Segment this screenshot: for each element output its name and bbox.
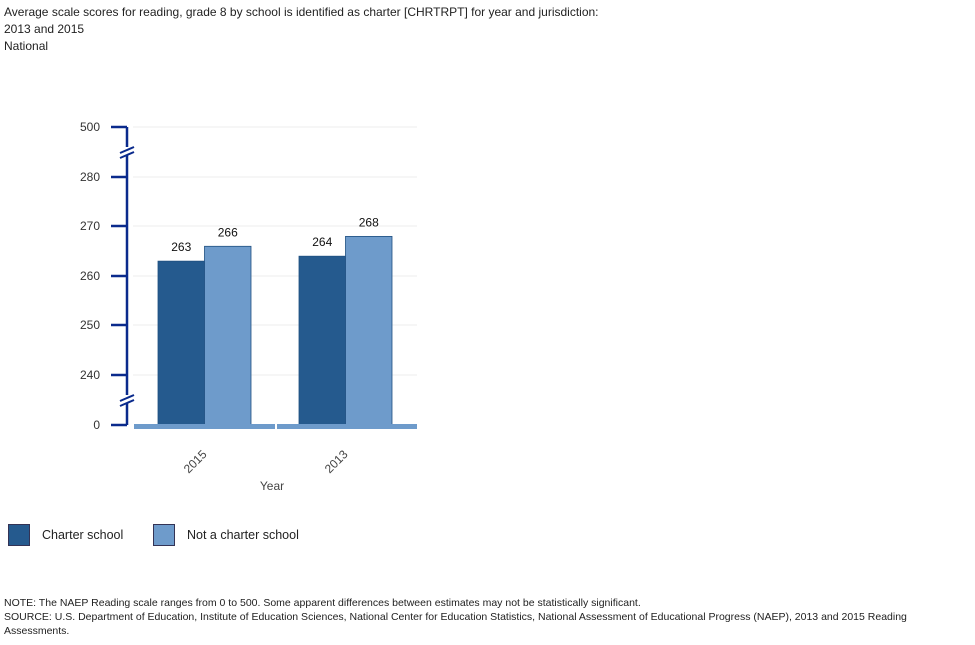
x-axis-band (134, 424, 275, 429)
axis-break-mark (119, 394, 135, 402)
bar (298, 255, 346, 426)
bar (345, 235, 393, 426)
bar (157, 260, 205, 426)
data-label: 266 (218, 225, 238, 239)
legend-swatch (8, 524, 30, 546)
y-tick-label: 250 (80, 318, 100, 332)
x-axis-label: Year (260, 479, 284, 493)
legend-label: Charter school (42, 528, 124, 542)
y-tick-label: 0 (93, 418, 100, 432)
source-text: SOURCE: U.S. Department of Education, In… (4, 611, 907, 637)
x-axis-band (277, 424, 417, 429)
y-tick-label: 270 (80, 219, 100, 233)
y-tick-label: 240 (80, 368, 100, 382)
subtitle-text: National (4, 39, 49, 53)
title-text: Average scale scores for reading, grade … (4, 5, 599, 36)
footnotes: NOTE: The NAEP Reading scale ranges from… (4, 596, 969, 638)
x-tick-label: 2015 (181, 447, 210, 476)
data-label: 264 (312, 235, 332, 249)
legend-swatch (153, 524, 175, 546)
legend-item-not-charter: Not a charter school (153, 524, 299, 546)
note-text: NOTE: The NAEP Reading scale ranges from… (4, 597, 641, 609)
axis-break-mark (119, 146, 135, 154)
x-tick-label: 2013 (322, 447, 351, 476)
data-label: 263 (171, 240, 191, 254)
legend-item-charter: Charter school (8, 524, 123, 546)
bar (204, 245, 252, 426)
chart-title: Average scale scores for reading, grade … (4, 4, 604, 55)
data-label: 268 (359, 215, 379, 229)
axis-break-mark (119, 151, 135, 159)
y-tick-label: 280 (80, 170, 100, 184)
legend-label: Not a charter school (187, 528, 299, 542)
axis-break-mark (119, 399, 135, 407)
y-tick-label: 260 (80, 269, 100, 283)
y-tick-label: 500 (80, 120, 100, 134)
